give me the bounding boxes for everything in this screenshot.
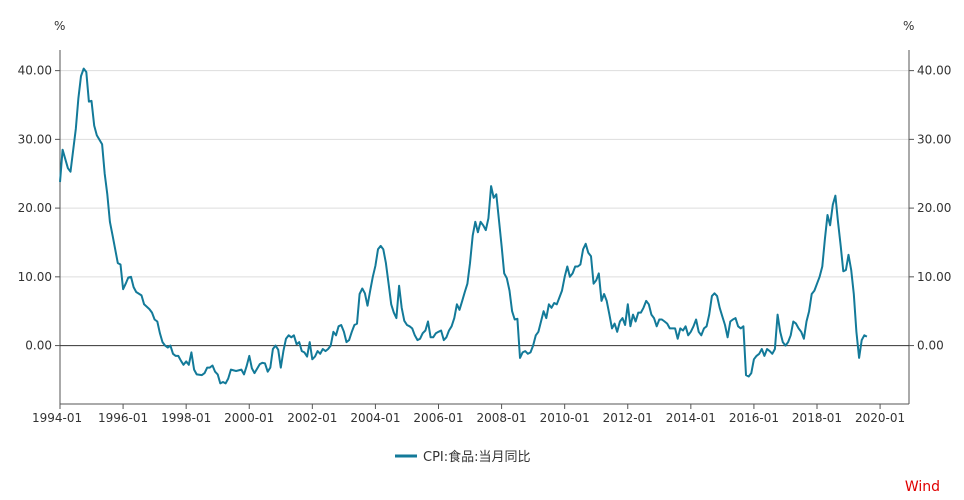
x-tick-label: 2016-01 [729, 411, 779, 425]
x-tick-label: 2006-01 [413, 411, 463, 425]
x-tick-label: 2002-01 [287, 411, 337, 425]
series-layer [59, 67, 868, 385]
axes [59, 50, 910, 405]
right-y-unit: % [903, 19, 914, 33]
y-tick-label-left: 0.00 [25, 339, 52, 353]
x-tick-label: 2012-01 [603, 411, 653, 425]
y-tick-label-left: 20.00 [18, 201, 52, 215]
x-tick-label: 2020-01 [855, 411, 905, 425]
brand-watermark: Wind [905, 479, 940, 495]
x-tick-label: 1996-01 [98, 411, 148, 425]
y-tick-label-right: 0.00 [917, 339, 944, 353]
y-tick-labels-left: 0.00 10.00 20.00 30.00 40.00 [18, 64, 52, 353]
x-tick-label: 1994-01 [32, 411, 82, 425]
x-tick-labels: 1994-01 1996-01 1998-01 2000-01 2002-01 2004-… [32, 404, 905, 425]
x-tick-label: 2008-01 [477, 411, 527, 425]
x-tick-label: 2000-01 [224, 411, 274, 425]
y-tick-label-left: 40.00 [18, 64, 52, 78]
x-tick-label: 2014-01 [666, 411, 716, 425]
y-tick-label-right: 40.00 [917, 64, 951, 78]
series-line [59, 67, 868, 385]
y-tick-label-right: 20.00 [917, 201, 951, 215]
x-tick-label: 1998-01 [161, 411, 211, 425]
x-tick-label: 2010-01 [540, 411, 590, 425]
left-y-unit: % [54, 19, 65, 33]
gridlines [55, 70, 914, 347]
x-tick-label: 2004-01 [350, 411, 400, 425]
y-tick-labels-right: 0.00 10.00 20.00 30.00 40.00 [917, 64, 951, 353]
x-tick-label: 2018-01 [792, 411, 842, 425]
y-tick-label-left: 30.00 [18, 132, 52, 146]
y-tick-label-right: 30.00 [917, 132, 951, 146]
legend: CPI:食品:当月同比 [395, 449, 531, 465]
legend-label: CPI:食品:当月同比 [423, 449, 531, 465]
y-tick-label-left: 10.00 [18, 270, 52, 284]
y-tick-label-right: 10.00 [917, 270, 951, 284]
